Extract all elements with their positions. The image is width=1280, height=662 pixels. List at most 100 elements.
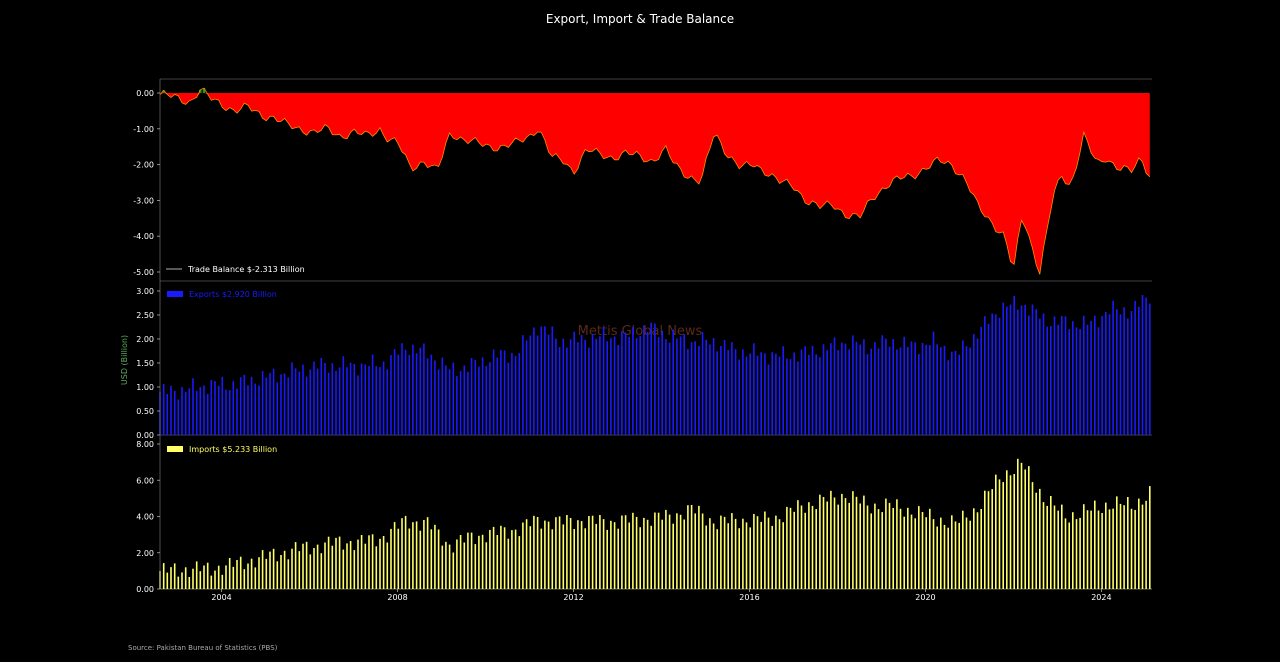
imports-bar <box>929 508 931 589</box>
imports-bar <box>206 562 209 589</box>
exports-bar <box>723 340 726 435</box>
imports-bar <box>727 523 729 589</box>
exports-bar <box>1119 314 1122 435</box>
trade-balance-line <box>159 87 1151 275</box>
exports-bar <box>283 373 286 435</box>
imports-bar <box>870 513 872 589</box>
exports-bar <box>698 345 700 435</box>
exports-bar <box>412 344 414 435</box>
imports-bar <box>584 528 586 589</box>
imports-bar <box>1046 505 1048 589</box>
exports-bar <box>954 350 957 435</box>
imports-bar <box>393 522 396 589</box>
imports-bar <box>496 535 499 589</box>
imports-bar <box>522 522 524 589</box>
exports-bar <box>305 376 308 435</box>
exports-bar <box>393 349 396 435</box>
exports-bar <box>1116 309 1118 435</box>
exports-bar <box>228 390 231 435</box>
imports-bar <box>162 563 165 589</box>
imports-bar <box>1061 504 1063 589</box>
imports-bar <box>665 509 667 589</box>
exports-y-tick-label: 0.50 <box>136 407 154 416</box>
imports-bar <box>1116 496 1118 589</box>
exports-bar <box>602 327 605 435</box>
imports-bar <box>199 571 202 589</box>
imports-bar <box>327 536 330 589</box>
exports-bar <box>588 347 590 435</box>
exports-bar <box>947 360 949 435</box>
imports-bar <box>984 490 986 589</box>
exports-bar <box>808 354 810 435</box>
exports-bar <box>430 354 433 435</box>
imports-bar <box>925 517 927 589</box>
exports-bar <box>918 354 920 435</box>
exports-bar <box>1094 315 1096 435</box>
exports-bar <box>888 346 891 435</box>
imports-bar <box>775 515 777 589</box>
imports-bar <box>760 521 762 589</box>
exports-bar <box>1013 296 1015 435</box>
exports-bar <box>921 342 924 435</box>
imports-bar <box>236 560 238 589</box>
exports-bar <box>1075 327 1078 435</box>
imports-bar <box>962 510 964 589</box>
imports-bar <box>177 576 180 589</box>
imports-bar <box>958 522 960 589</box>
imports-bar <box>467 532 469 589</box>
imports-bar <box>342 549 345 589</box>
imports-bar <box>1075 519 1078 589</box>
exports-bar <box>694 341 696 435</box>
exports-bar <box>573 331 575 435</box>
exports-bar <box>965 346 968 435</box>
exports-bar <box>210 380 213 435</box>
imports-bar <box>1072 512 1074 589</box>
exports-bar <box>797 361 799 435</box>
exports-bar <box>335 370 337 435</box>
exports-bar <box>672 329 674 435</box>
imports-bar <box>1079 517 1081 589</box>
exports-bar <box>177 399 180 435</box>
exports-bar <box>463 365 466 435</box>
exports-bar <box>665 339 667 435</box>
imports-bar <box>1112 508 1114 589</box>
imports-bar <box>632 512 634 589</box>
exports-bar <box>261 371 264 435</box>
exports-bar <box>445 365 447 435</box>
exports-bar <box>1020 305 1023 435</box>
exports-bar <box>991 313 993 435</box>
imports-bar <box>228 558 231 589</box>
imports-bar <box>423 520 425 589</box>
imports-bar <box>1086 510 1089 589</box>
exports-bar <box>1068 329 1070 435</box>
x-tick-label: 2008 <box>387 593 407 602</box>
exports-bar <box>1130 311 1133 435</box>
exports-bar <box>467 371 469 435</box>
exports-bar <box>1028 315 1030 435</box>
imports-bar <box>1090 510 1092 589</box>
imports-y-tick-label: 0.00 <box>136 585 154 594</box>
imports-bar <box>269 551 271 589</box>
imports-y-tick-label: 8.00 <box>136 440 154 449</box>
exports-bar <box>742 349 744 435</box>
exports-bar <box>1017 309 1019 435</box>
imports-bar <box>492 526 495 589</box>
exports-bar <box>280 374 282 435</box>
exports-bar <box>203 385 205 435</box>
imports-bar <box>833 497 836 589</box>
imports-bar <box>932 519 935 589</box>
exports-bar <box>676 338 678 435</box>
imports-bar <box>375 546 378 589</box>
imports-bar <box>1050 496 1052 589</box>
exports-bar <box>712 338 715 435</box>
imports-bar <box>1057 510 1059 589</box>
imports-bar <box>767 517 770 589</box>
imports-bar <box>698 505 700 589</box>
imports-bar <box>679 514 682 589</box>
exports-bar <box>437 369 440 435</box>
exports-bar <box>188 388 191 435</box>
exports-bar <box>1042 313 1045 435</box>
imports-bar <box>1031 482 1034 589</box>
imports-bar <box>998 479 1001 589</box>
exports-bar <box>756 355 759 435</box>
